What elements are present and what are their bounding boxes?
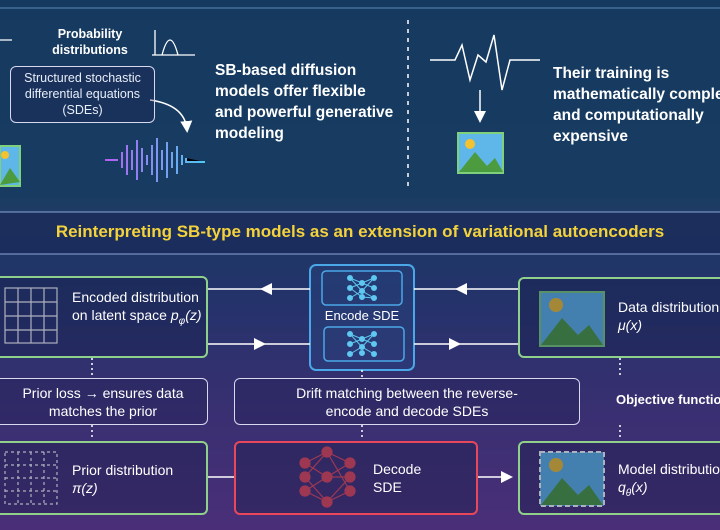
decoration-circle — [347, 331, 353, 337]
decoration-path — [149, 99, 193, 133]
decoration-circle — [359, 280, 365, 286]
model-label: Model distribution qθ(x) — [618, 460, 720, 503]
decoration-rect — [0, 0, 720, 198]
decoration-circle — [371, 275, 377, 281]
model-sub: θ — [625, 487, 632, 499]
decoration-path — [105, 138, 205, 182]
decoration-g — [347, 275, 377, 357]
decoration-circle — [299, 485, 311, 497]
model-text: Model distribution — [618, 461, 720, 477]
prior-text: Prior distribution — [72, 462, 174, 478]
decode-label: Decode SDE — [373, 461, 422, 495]
decoration-g — [4, 451, 58, 505]
decoration-g — [4, 287, 58, 344]
prior-box — [0, 441, 208, 515]
data-text: Data distribution — [618, 299, 720, 315]
decoration-circle — [371, 341, 377, 347]
encoded-text: Encoded distribution on latent space — [72, 289, 199, 323]
probability-label: Probability distributions — [52, 27, 128, 57]
decoration-circle — [321, 496, 333, 508]
decoration-circle — [1, 151, 9, 159]
decoration-circle — [347, 295, 353, 301]
decode-box — [234, 441, 478, 515]
decoration-circle — [299, 457, 311, 469]
left-claim: SB-based diffusion models offer flexible… — [215, 62, 394, 142]
drift-matching: Drift matching between the reverse-encod… — [234, 378, 580, 425]
encoded-sub: φ — [178, 315, 186, 327]
prior-loss: Prior loss → ensures data matches the pr… — [0, 378, 208, 425]
decoration-circle — [549, 458, 563, 472]
decoration-path — [541, 478, 603, 505]
decoration-circle — [321, 471, 333, 483]
model-math: q — [618, 479, 626, 495]
decoration-circle — [359, 344, 365, 350]
decoration-circle — [321, 446, 333, 458]
decoration-circle — [359, 288, 365, 294]
encoded-math: p — [170, 307, 179, 323]
decoration-circle — [344, 457, 356, 469]
objective-label: Objective function — [616, 392, 720, 407]
decoration-path — [0, 168, 20, 185]
decoration-path — [0, 30, 195, 56]
right-claim: Their training is mathematically complex… — [553, 63, 720, 147]
decoration-circle — [359, 350, 365, 356]
decoration-g — [208, 283, 518, 483]
decoration-circle — [371, 285, 377, 291]
decoration-path — [430, 34, 540, 91]
decoration-circle — [347, 351, 353, 357]
decoration-g — [105, 138, 205, 182]
decoration-circle — [549, 298, 563, 312]
decoration-circle — [371, 351, 377, 357]
decoration-circle — [347, 285, 353, 291]
encoded-arg: (z) — [185, 307, 202, 323]
decoration-g — [0, 132, 504, 187]
decoration-circle — [344, 485, 356, 497]
decoration-path — [5, 288, 57, 343]
data-box — [518, 277, 720, 358]
data-label: Data distribution μ(x) — [618, 298, 720, 334]
decoration-circle — [347, 341, 353, 347]
model-box — [518, 441, 720, 515]
decoration-path — [459, 152, 503, 172]
decoration-rect — [0, 212, 720, 254]
data-math: μ(x) — [618, 317, 642, 333]
prior-math: π(z) — [72, 480, 98, 496]
decoration-g — [91, 358, 621, 440]
encode-sde-label: Encode SDE — [324, 308, 400, 323]
right-claim-text: Their training is mathematically complex… — [553, 65, 720, 145]
sdes-label: Structured stochastic differential equat… — [10, 66, 155, 123]
decoration-rect — [323, 326, 405, 362]
decoration-path — [541, 318, 603, 345]
decoration-rect — [321, 270, 403, 306]
decoration-path — [5, 452, 57, 504]
decoration-circle — [371, 295, 377, 301]
decoration-circle — [299, 471, 311, 483]
banner-title: Reinterpreting SB-type models as an exte… — [55, 222, 665, 241]
encoded-label: Encoded distribution on latent space pφ(… — [72, 288, 207, 331]
prior-label: Prior distribution π(z) — [72, 461, 207, 497]
decoration-circle — [359, 336, 365, 342]
decoration-g — [299, 446, 356, 508]
decoration-circle — [347, 275, 353, 281]
encoded-box — [0, 276, 208, 358]
decoration-circle — [359, 294, 365, 300]
decoration-circle — [344, 471, 356, 483]
decoration-circle — [465, 139, 475, 149]
decoration-circle — [371, 331, 377, 337]
model-arg: (x) — [631, 479, 648, 495]
